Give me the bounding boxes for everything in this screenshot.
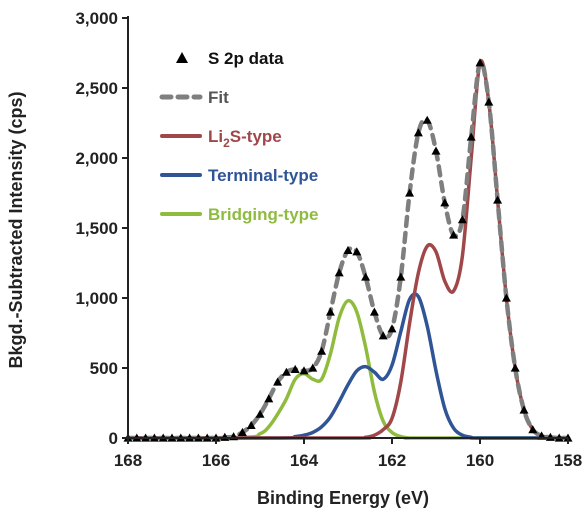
legend-item: Fit xyxy=(159,88,229,107)
data-point xyxy=(308,363,318,372)
legend-label: S 2p data xyxy=(208,49,284,68)
x-tick-label: 168 xyxy=(114,451,142,470)
data-point xyxy=(440,198,450,207)
legend-label: Terminal-type xyxy=(208,166,318,185)
data-point xyxy=(255,409,265,418)
data-point xyxy=(422,115,432,124)
y-tick-label: 1,000 xyxy=(75,289,118,308)
data-point xyxy=(396,272,406,281)
data-point xyxy=(264,394,274,403)
series-bridging-type-line xyxy=(126,298,570,440)
data-point xyxy=(290,364,300,373)
legend-item: Li2S-type xyxy=(160,127,282,150)
data-point xyxy=(378,331,388,340)
y-tick-label: 500 xyxy=(90,359,118,378)
data-point xyxy=(334,268,344,277)
legend-label: Bridging-type xyxy=(208,205,319,224)
x-ticks: 168 166 164 162 160 158 xyxy=(114,438,582,470)
data-point xyxy=(519,405,529,414)
data-point xyxy=(352,247,362,256)
data-point xyxy=(325,307,335,316)
legend-item: Bridging-type xyxy=(160,205,319,224)
legend-item: S 2p data xyxy=(176,49,284,68)
data-point xyxy=(246,420,256,429)
data-point xyxy=(343,245,353,254)
data-point xyxy=(281,367,291,376)
legend-label-rest: S-type xyxy=(230,127,282,146)
data-point xyxy=(299,366,309,375)
y-ticks: 0 500 1,000 1,500 2,000 2,500 3,000 xyxy=(75,9,128,448)
data-point xyxy=(431,146,441,155)
legend-subscript: 2 xyxy=(223,136,230,150)
legend-marker xyxy=(176,52,188,63)
y-tick-label: 0 xyxy=(109,429,118,448)
data-point xyxy=(528,425,538,434)
data-point xyxy=(501,293,511,302)
data-point xyxy=(273,377,283,386)
data-point xyxy=(387,324,397,333)
data-point xyxy=(484,97,494,106)
x-tick-label: 162 xyxy=(378,451,406,470)
x-axis-title: Binding Energy (eV) xyxy=(257,488,429,508)
y-tick-label: 1,500 xyxy=(75,219,118,238)
y-axis-title: Bkgd.-Subtracted Intensity (cps) xyxy=(6,91,26,368)
legend-item: Terminal-type xyxy=(160,166,318,185)
data-point xyxy=(457,215,467,224)
x-tick-label: 164 xyxy=(290,451,319,470)
x-tick-label: 166 xyxy=(202,451,230,470)
data-point xyxy=(405,188,415,197)
data-point xyxy=(413,128,423,137)
data-point xyxy=(361,272,371,281)
data-point xyxy=(510,363,520,372)
data-point xyxy=(369,307,379,316)
data-point xyxy=(317,346,327,355)
legend-label: Li2S-type xyxy=(208,127,282,150)
y-tick-label: 3,000 xyxy=(75,9,118,28)
plot-area xyxy=(123,58,573,442)
series-terminal-type-line xyxy=(126,292,570,440)
legend-label: Fit xyxy=(208,88,229,107)
data-point xyxy=(493,195,503,204)
y-tick-label: 2,500 xyxy=(75,79,118,98)
x-tick-label: 158 xyxy=(554,451,582,470)
legend: S 2p data Fit Li2S-type Terminal-type Bridgi… xyxy=(159,49,319,224)
y-tick-label: 2,000 xyxy=(75,149,118,168)
x-tick-label: 160 xyxy=(466,451,494,470)
data-point xyxy=(237,427,247,436)
data-point xyxy=(449,230,459,239)
data-point xyxy=(475,58,485,67)
data-point xyxy=(466,132,476,141)
